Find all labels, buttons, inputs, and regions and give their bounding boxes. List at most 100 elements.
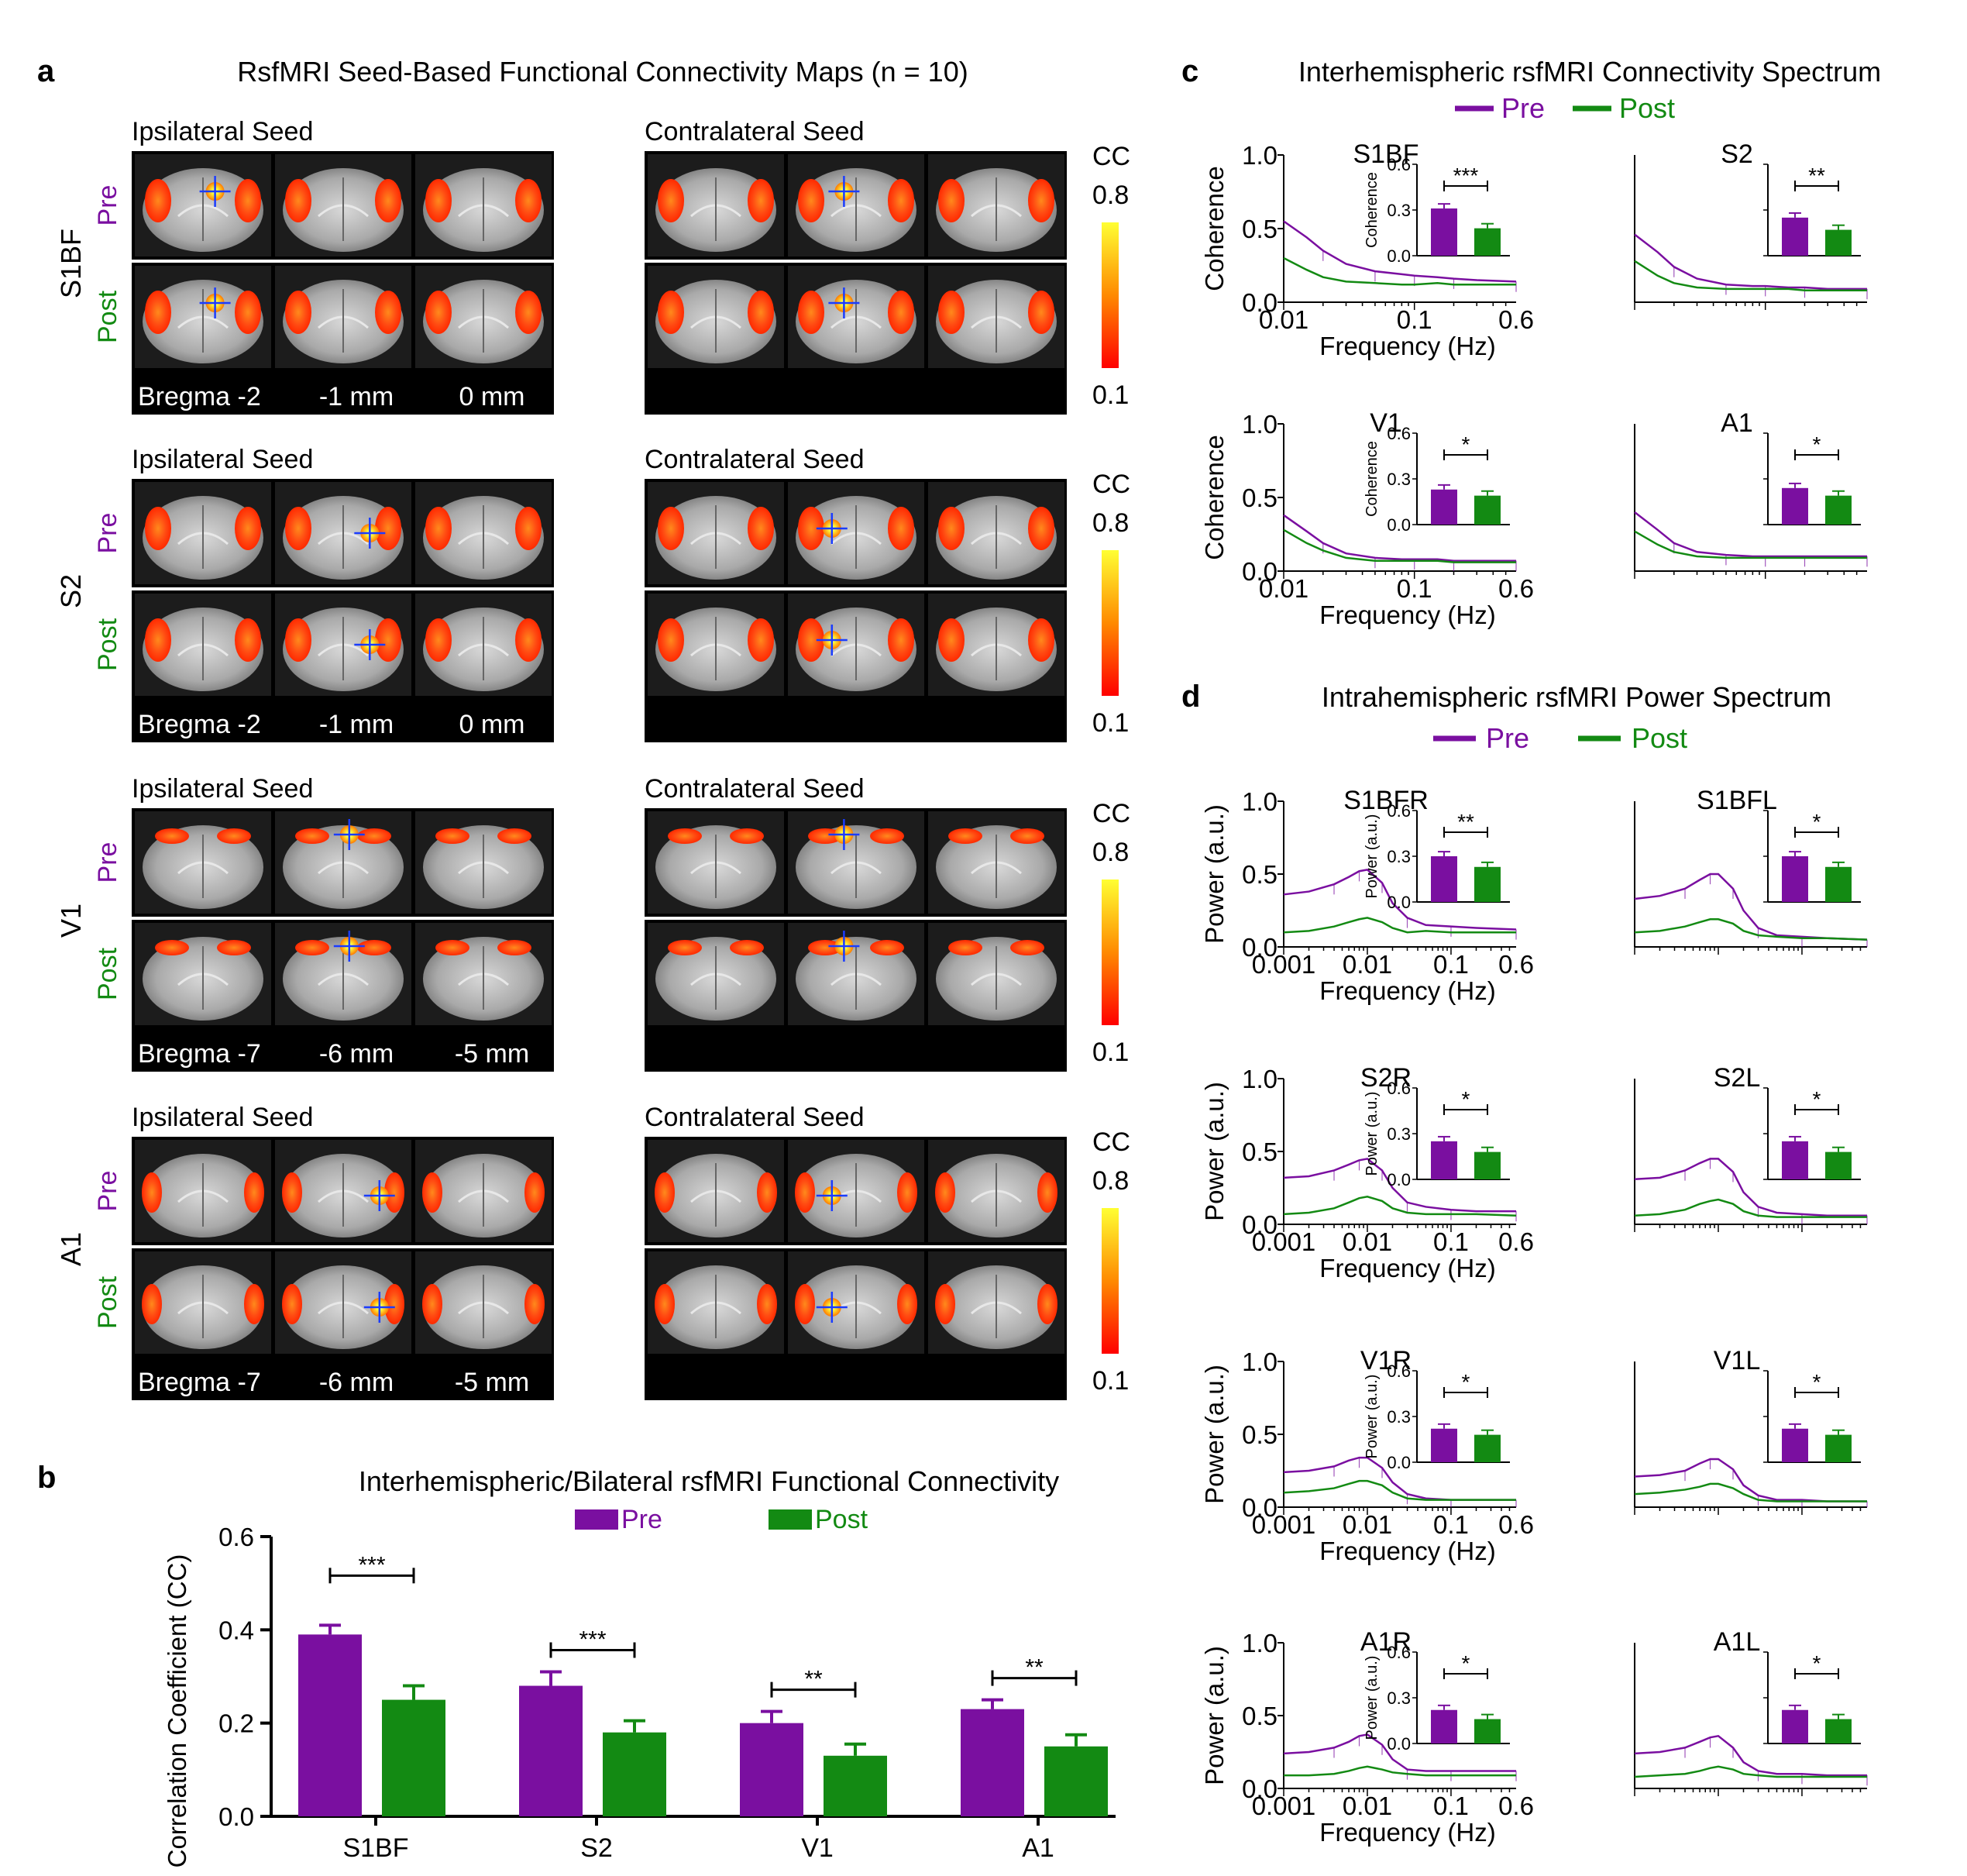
colorbar-min: 0.1 [1092, 1038, 1129, 1067]
x-tick-label: 0.01 [1343, 1510, 1392, 1539]
inset-y-label: Power (a.u.) [1363, 1656, 1381, 1740]
activation-blob [870, 828, 904, 844]
x-tick-label: 0.1 [1397, 305, 1432, 334]
inset-bar-pre [1431, 1709, 1457, 1743]
inset-bar-post [1825, 495, 1852, 525]
series-post-line [1634, 530, 1867, 559]
inset-y-tick-label: 0.6 [1387, 1361, 1411, 1381]
activation-blob [384, 1284, 404, 1324]
activation-blob [282, 1172, 302, 1213]
y-tick-label: 0.6 [218, 1523, 254, 1551]
sig-stars: ** [1025, 1655, 1044, 1681]
ipsi-seed-title: Ipsilateral Seed [132, 117, 313, 146]
ipsi-seed-title: Ipsilateral Seed [132, 445, 313, 474]
activation-blob [155, 940, 189, 955]
activation-blob [235, 618, 261, 662]
colorbar-label: CC [1092, 799, 1130, 828]
activation-blob [668, 828, 702, 844]
activation-blob [425, 179, 452, 222]
y-tick-label: 1.0 [1242, 141, 1278, 170]
inset-bar-pre [1431, 1428, 1457, 1462]
activation-blob [425, 507, 452, 550]
panel-b-letter: b [37, 1461, 56, 1495]
row-pre-label: Pre [93, 1171, 122, 1212]
y-axis-label: Power (a.u.) [1200, 1365, 1229, 1504]
inset-y-tick-label: 0.3 [1387, 1124, 1411, 1144]
inset-bar-pre [1782, 1428, 1808, 1462]
row-pre-label: Pre [93, 513, 122, 554]
activation-blob [935, 1172, 955, 1213]
inset-sig-stars: * [1813, 432, 1821, 456]
x-tick-label: 0.6 [1498, 574, 1534, 603]
activation-blob [748, 507, 774, 550]
x-tick-label: 0.01 [1259, 574, 1308, 603]
y-tick-label: 1.0 [1242, 410, 1278, 439]
panel-b-ylabel: Correlation Coefficient (CC) [163, 1554, 191, 1868]
inset-y-tick-label: 0.3 [1387, 1688, 1411, 1708]
activation-blob [757, 1284, 777, 1324]
inset-y-tick-label: 0.6 [1387, 1079, 1411, 1098]
activation-blob [1028, 618, 1054, 662]
row-post-label: Post [93, 618, 122, 671]
activation-blob [497, 828, 531, 844]
map-divider [132, 587, 554, 590]
activation-blob [425, 291, 452, 334]
panel-c-letter: c [1181, 54, 1198, 88]
x-tick-label: 0.001 [1252, 1510, 1316, 1539]
activation-blob [435, 940, 469, 955]
y-tick-label: 0.5 [1242, 860, 1278, 889]
colorbar [1102, 550, 1119, 696]
series-pre-line [1283, 1733, 1516, 1772]
activation-blob [655, 1284, 675, 1324]
inset-y-tick-label: 0.0 [1387, 246, 1411, 266]
panel-c: c Interhemispheric rsfMRI Connectivity S… [1181, 54, 1881, 629]
series-pre-line [1634, 1458, 1867, 1503]
x-axis-label: Frequency (Hz) [1319, 601, 1495, 629]
x-tick-label: 0.6 [1498, 950, 1534, 979]
y-tick-label: 0.0 [1242, 557, 1278, 586]
y-axis-label: Coherence [1200, 435, 1229, 559]
legend-post-label: Post [815, 1505, 868, 1534]
row-post-label: Post [93, 947, 122, 1000]
inset-sig-stars: ** [1457, 810, 1474, 834]
c-legend-post: Post [1619, 92, 1675, 124]
inset-bar-pre [1782, 487, 1808, 525]
x-tick-label: S1BF [342, 1833, 408, 1863]
y-tick-label: 0.0 [218, 1802, 254, 1831]
bregma-label: Bregma -2 [138, 710, 261, 739]
activation-blob [295, 828, 329, 844]
series-pre-line [1634, 233, 1867, 291]
activation-blob [938, 507, 965, 550]
series-post-line [1634, 1198, 1867, 1218]
y-tick-label: 1.0 [1242, 1348, 1278, 1376]
series-post-line [1283, 256, 1516, 286]
activation-blob [798, 507, 824, 550]
bregma-label: 0 mm [459, 382, 525, 411]
subplot-title: A1 [1721, 408, 1753, 438]
bregma-label: -1 mm [319, 710, 394, 739]
activation-blob [1028, 291, 1054, 334]
legend-pre-swatch [575, 1509, 618, 1530]
y-tick-label: 0.0 [1242, 933, 1278, 962]
colorbar [1102, 879, 1119, 1025]
map-divider [645, 587, 1067, 590]
series-post-line [1283, 1195, 1517, 1217]
ipsi-seed-title: Ipsilateral Seed [132, 774, 313, 804]
subplot-title: S2L [1714, 1063, 1761, 1093]
activation-blob [798, 291, 824, 334]
y-tick-label: 1.0 [1242, 787, 1278, 816]
x-tick-label: 0.001 [1252, 1227, 1316, 1256]
x-tick-label: A1 [1022, 1833, 1054, 1863]
inset-y-tick-label: 0.6 [1387, 155, 1411, 174]
activation-blob [888, 179, 914, 222]
activation-blob [515, 618, 542, 662]
inset-bar-pre [1782, 1141, 1808, 1179]
activation-blob [748, 618, 774, 662]
inset-sig-stars: * [1813, 1651, 1821, 1675]
inset-bar-pre [1431, 489, 1457, 525]
y-axis-label: Power (a.u.) [1200, 1082, 1229, 1221]
activation-blob [217, 828, 251, 844]
y-tick-label: 0.0 [1242, 1210, 1278, 1239]
bregma-label: Bregma -7 [138, 1368, 261, 1397]
activation-blob [808, 828, 842, 844]
